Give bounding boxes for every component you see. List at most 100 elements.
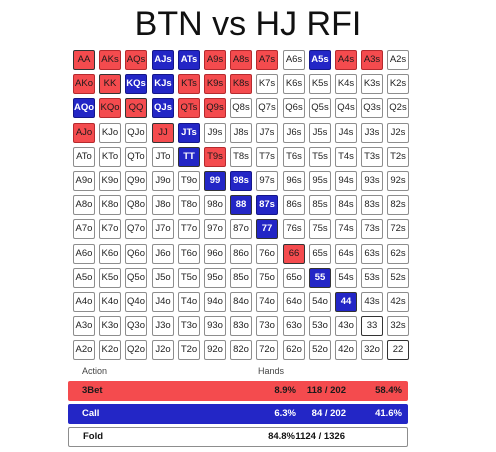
hand-cell-kjo[interactable]: KJo (99, 123, 121, 143)
hand-cell-88[interactable]: 88 (230, 195, 252, 215)
hand-cell-42o[interactable]: 42o (335, 340, 357, 360)
hand-cell-j6o[interactable]: J6o (152, 244, 174, 264)
hand-cell-84s[interactable]: 84s (335, 195, 357, 215)
hand-cell-q9s[interactable]: Q9s (204, 98, 226, 118)
hand-cell-q9o[interactable]: Q9o (125, 171, 147, 191)
hand-cell-76s[interactable]: 76s (283, 219, 305, 239)
hand-cell-qts[interactable]: QTs (178, 98, 200, 118)
hand-cell-98s[interactable]: 98s (230, 171, 252, 191)
hand-cell-43o[interactable]: 43o (335, 316, 357, 336)
hand-cell-k8o[interactable]: K8o (99, 195, 121, 215)
hand-cell-j2o[interactable]: J2o (152, 340, 174, 360)
hand-cell-k2s[interactable]: K2s (387, 74, 409, 94)
hand-cell-85s[interactable]: 85s (309, 195, 331, 215)
hand-cell-t9o[interactable]: T9o (178, 171, 200, 191)
hand-cell-77[interactable]: 77 (256, 219, 278, 239)
hand-cell-kqs[interactable]: KQs (125, 74, 147, 94)
hand-cell-q3o[interactable]: Q3o (125, 316, 147, 336)
hand-cell-j9s[interactable]: J9s (204, 123, 226, 143)
hand-cell-92s[interactable]: 92s (387, 171, 409, 191)
hand-cell-kk[interactable]: KK (99, 74, 121, 94)
hand-cell-jj[interactable]: JJ (152, 123, 174, 143)
hand-cell-k6s[interactable]: K6s (283, 74, 305, 94)
hand-cell-73s[interactable]: 73s (361, 219, 383, 239)
hand-cell-k4o[interactable]: K4o (99, 292, 121, 312)
hand-cell-k3o[interactable]: K3o (99, 316, 121, 336)
hand-cell-95o[interactable]: 95o (204, 268, 226, 288)
summary-row-fold[interactable]: Fold 84.8% 1124 / 1326 (68, 427, 408, 447)
hand-cell-j4o[interactable]: J4o (152, 292, 174, 312)
hand-cell-t4s[interactable]: T4s (335, 147, 357, 167)
hand-cell-q3s[interactable]: Q3s (361, 98, 383, 118)
hand-cell-66[interactable]: 66 (283, 244, 305, 264)
hand-cell-73o[interactable]: 73o (256, 316, 278, 336)
hand-cell-97o[interactable]: 97o (204, 219, 226, 239)
hand-cell-aa[interactable]: AA (73, 50, 95, 70)
hand-cell-53s[interactable]: 53s (361, 268, 383, 288)
hand-cell-t3o[interactable]: T3o (178, 316, 200, 336)
hand-cell-a6o[interactable]: A6o (73, 244, 95, 264)
hand-cell-qjo[interactable]: QJo (125, 123, 147, 143)
hand-cell-j3s[interactable]: J3s (361, 123, 383, 143)
hand-cell-a7s[interactable]: A7s (256, 50, 278, 70)
hand-cell-q8o[interactable]: Q8o (125, 195, 147, 215)
hand-cell-k5s[interactable]: K5s (309, 74, 331, 94)
hand-cell-t6o[interactable]: T6o (178, 244, 200, 264)
hand-cell-a7o[interactable]: A7o (73, 219, 95, 239)
hand-cell-q7s[interactable]: Q7s (256, 98, 278, 118)
hand-cell-82o[interactable]: 82o (230, 340, 252, 360)
hand-cell-64o[interactable]: 64o (283, 292, 305, 312)
hand-cell-43s[interactable]: 43s (361, 292, 383, 312)
hand-cell-q6s[interactable]: Q6s (283, 98, 305, 118)
hand-cell-t5s[interactable]: T5s (309, 147, 331, 167)
summary-row-call[interactable]: Call 6.3% 84 / 202 41.6% (68, 404, 408, 424)
hand-cell-t4o[interactable]: T4o (178, 292, 200, 312)
hand-cell-54o[interactable]: 54o (309, 292, 331, 312)
hand-cell-qq[interactable]: QQ (125, 98, 147, 118)
hand-cell-j9o[interactable]: J9o (152, 171, 174, 191)
hand-cell-92o[interactable]: 92o (204, 340, 226, 360)
hand-cell-q2s[interactable]: Q2s (387, 98, 409, 118)
hand-cell-t7s[interactable]: T7s (256, 147, 278, 167)
hand-cell-t2s[interactable]: T2s (387, 147, 409, 167)
hand-cell-22[interactable]: 22 (387, 340, 409, 360)
hand-cell-j7o[interactable]: J7o (152, 219, 174, 239)
hand-cell-k9s[interactable]: K9s (204, 74, 226, 94)
hand-cell-kts[interactable]: KTs (178, 74, 200, 94)
hand-cell-t5o[interactable]: T5o (178, 268, 200, 288)
hand-cell-j8o[interactable]: J8o (152, 195, 174, 215)
hand-cell-74o[interactable]: 74o (256, 292, 278, 312)
hand-cell-82s[interactable]: 82s (387, 195, 409, 215)
hand-cell-64s[interactable]: 64s (335, 244, 357, 264)
hand-cell-qto[interactable]: QTo (125, 147, 147, 167)
hand-cell-t3s[interactable]: T3s (361, 147, 383, 167)
hand-cell-ajs[interactable]: AJs (152, 50, 174, 70)
hand-cell-93s[interactable]: 93s (361, 171, 383, 191)
hand-cell-32o[interactable]: 32o (361, 340, 383, 360)
hand-cell-kjs[interactable]: KJs (152, 74, 174, 94)
hand-cell-q4s[interactable]: Q4s (335, 98, 357, 118)
hand-cell-j5o[interactable]: J5o (152, 268, 174, 288)
hand-cell-83o[interactable]: 83o (230, 316, 252, 336)
hand-cell-aks[interactable]: AKs (99, 50, 121, 70)
hand-cell-97s[interactable]: 97s (256, 171, 278, 191)
hand-cell-87s[interactable]: 87s (256, 195, 278, 215)
hand-cell-q2o[interactable]: Q2o (125, 340, 147, 360)
hand-cell-k7s[interactable]: K7s (256, 74, 278, 94)
hand-cell-k4s[interactable]: K4s (335, 74, 357, 94)
hand-cell-99[interactable]: 99 (204, 171, 226, 191)
hand-cell-86s[interactable]: 86s (283, 195, 305, 215)
hand-cell-jto[interactable]: JTo (152, 147, 174, 167)
hand-cell-kto[interactable]: KTo (99, 147, 121, 167)
hand-cell-a5o[interactable]: A5o (73, 268, 95, 288)
hand-cell-96o[interactable]: 96o (204, 244, 226, 264)
hand-cell-74s[interactable]: 74s (335, 219, 357, 239)
hand-cell-94o[interactable]: 94o (204, 292, 226, 312)
hand-cell-a6s[interactable]: A6s (283, 50, 305, 70)
hand-cell-93o[interactable]: 93o (204, 316, 226, 336)
hand-cell-75o[interactable]: 75o (256, 268, 278, 288)
hand-cell-a5s[interactable]: A5s (309, 50, 331, 70)
hand-cell-55[interactable]: 55 (309, 268, 331, 288)
hand-cell-kqo[interactable]: KQo (99, 98, 121, 118)
hand-cell-q5o[interactable]: Q5o (125, 268, 147, 288)
